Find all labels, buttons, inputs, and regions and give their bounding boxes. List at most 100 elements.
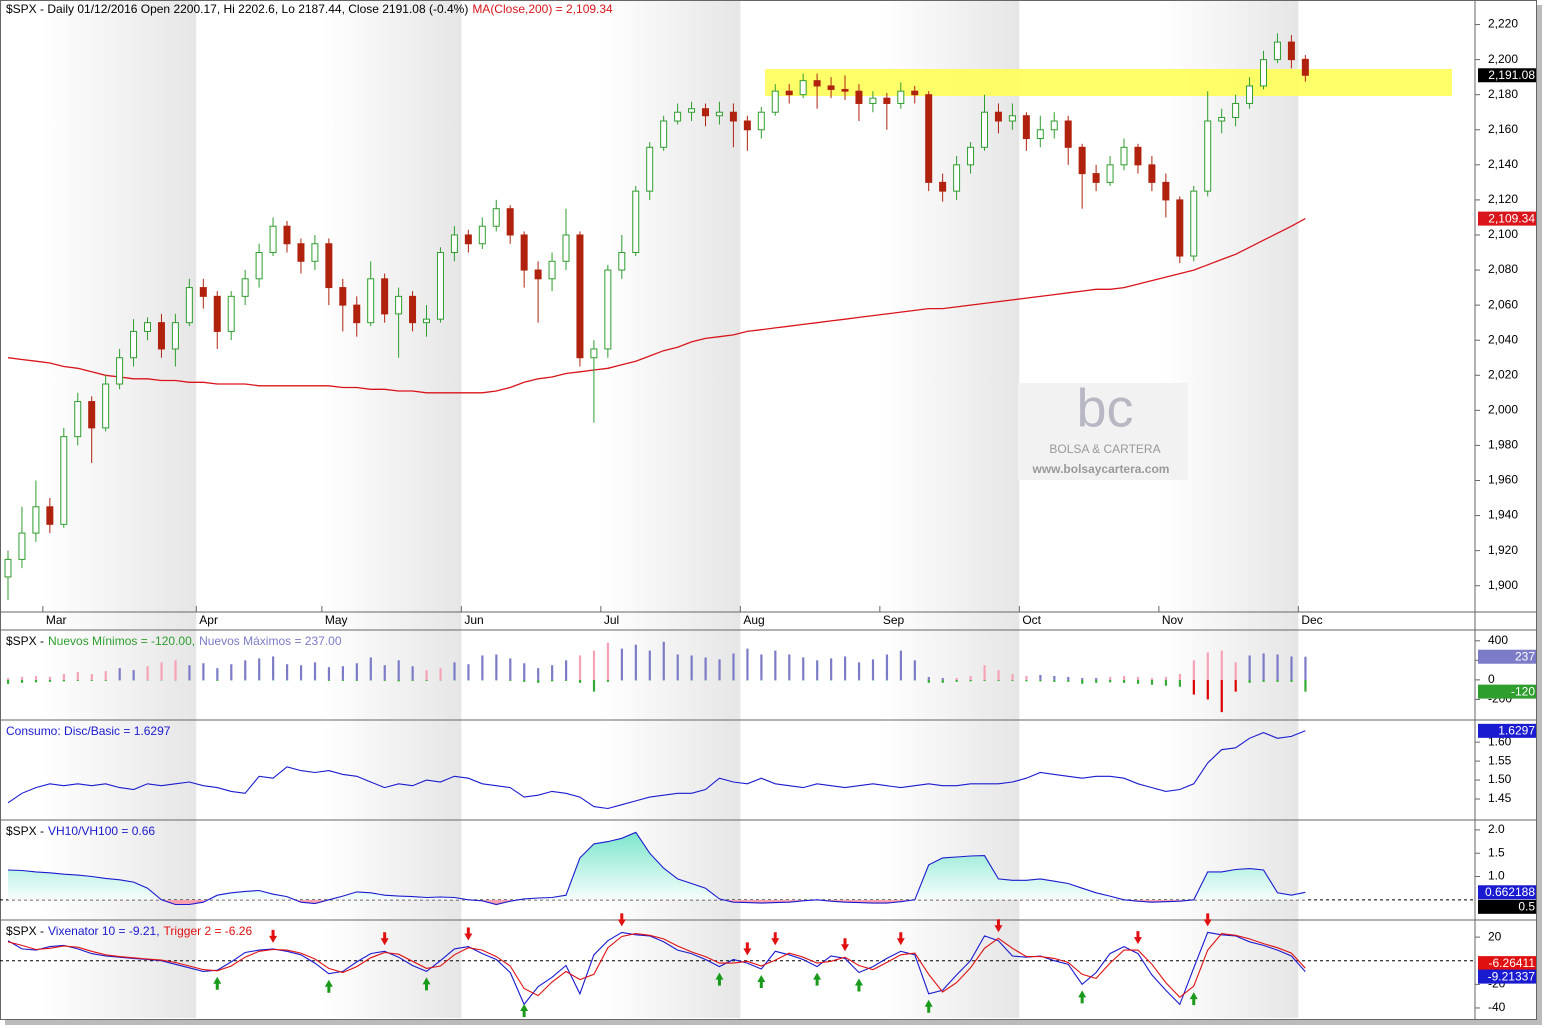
bar (537, 668, 540, 680)
bar (1109, 676, 1112, 680)
candle-body (339, 287, 347, 306)
bar (565, 660, 568, 680)
bar (299, 665, 303, 680)
candle-body (799, 80, 807, 96)
candle-body (492, 208, 500, 227)
x-tick-label: Nov (1162, 613, 1183, 627)
candle-body (381, 278, 389, 315)
bar (1262, 653, 1265, 680)
y-tick-label: 2,100 (1488, 227, 1518, 241)
bar (439, 668, 442, 680)
bar (1290, 679, 1293, 682)
bar (1164, 679, 1168, 686)
candle-body (869, 97, 877, 104)
bar (774, 650, 777, 680)
candle-body (688, 108, 696, 113)
watermark-url: www.bolsaycartera.com (1032, 462, 1170, 476)
candle-body (74, 401, 82, 438)
bar (746, 648, 749, 680)
bar (7, 679, 10, 684)
y-tick-label: 1,980 (1488, 438, 1518, 452)
bar (578, 655, 582, 680)
bar (1234, 662, 1237, 680)
bar (620, 648, 623, 680)
bar (7, 677, 10, 680)
buy-signal (213, 976, 222, 990)
bar (704, 657, 707, 680)
bar (983, 679, 986, 681)
y-tick-label: 2,020 (1488, 367, 1518, 381)
candle-body (1301, 58, 1309, 76)
candle-body (604, 269, 612, 350)
panel-title: $SPX - Daily 01/12/2016 Open 2200.17, Hi… (6, 2, 613, 16)
bar (425, 670, 428, 680)
bar (606, 679, 610, 682)
y-tick-label: 2,000 (1488, 403, 1518, 417)
bar (1150, 679, 1154, 685)
candle-body (855, 90, 863, 104)
bar (788, 654, 791, 680)
candle-body (367, 278, 375, 324)
bar (481, 655, 484, 680)
bar (760, 654, 763, 680)
bar (62, 679, 65, 682)
candle-body (883, 97, 891, 104)
candle-body (534, 269, 542, 280)
bar (327, 679, 331, 681)
candle-body (1148, 164, 1156, 183)
candle-body (255, 252, 263, 280)
candle-body (395, 295, 403, 315)
candle-body (1120, 146, 1128, 166)
bar (146, 666, 149, 680)
bar (830, 658, 833, 680)
value-tag (1478, 684, 1536, 699)
candle-body (1162, 181, 1170, 201)
bar (272, 656, 275, 680)
bar (327, 667, 331, 680)
bar (216, 679, 219, 681)
buy-signal (924, 999, 933, 1013)
watermark-box (1018, 383, 1188, 480)
candle-body (1204, 120, 1212, 192)
candle-body (632, 190, 640, 254)
sell-signal (1133, 931, 1142, 945)
bar (1025, 679, 1028, 682)
bar (1053, 679, 1056, 682)
bar (1053, 675, 1056, 680)
bar (955, 677, 958, 680)
x-tick-label: Sep (883, 613, 905, 627)
x-tick-label: Oct (1022, 613, 1041, 627)
candle-body (409, 295, 417, 324)
candle-body (506, 208, 514, 236)
y-tick-label: 2.0 (1488, 822, 1505, 836)
bar (690, 655, 693, 680)
bar (313, 662, 317, 680)
candle-body (1232, 102, 1240, 118)
bar (1136, 676, 1140, 680)
x-tick-label: Jul (604, 613, 619, 627)
background-layer (42, 1, 1299, 1018)
bar (90, 674, 93, 680)
y-tick-label: 1,900 (1488, 578, 1518, 592)
y-tick-label: 1,920 (1488, 543, 1518, 557)
bar (1039, 679, 1042, 682)
y-tick-label: 2,200 (1488, 52, 1518, 66)
value-tag-label: 0.662188 (1485, 885, 1535, 899)
month-band (1158, 1, 1299, 1018)
candle-body (423, 318, 430, 324)
month-band (879, 1, 1020, 1018)
bar (132, 670, 135, 680)
sell-signal (841, 938, 849, 952)
candle-body (785, 90, 793, 96)
candle-body (827, 85, 835, 90)
title-part: Consumo: Disc/Basic = 1.6297 (6, 724, 171, 738)
candle-body (60, 436, 68, 525)
y-tick-label: 2,080 (1488, 262, 1518, 276)
bar (941, 679, 944, 683)
bar (286, 664, 289, 680)
bar (1220, 679, 1223, 713)
x-tick-label: Mar (46, 613, 67, 627)
x-tick-label: Dec (1301, 613, 1322, 627)
y-tick-label: 2,160 (1488, 122, 1518, 136)
